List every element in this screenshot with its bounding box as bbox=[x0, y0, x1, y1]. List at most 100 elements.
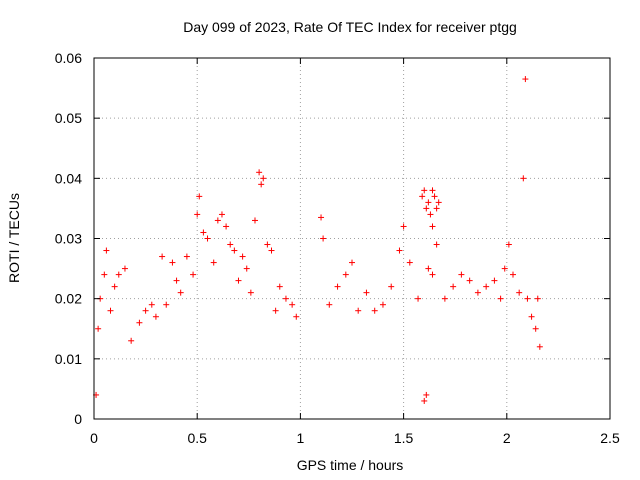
data-point bbox=[433, 241, 440, 248]
data-point bbox=[415, 295, 422, 302]
data-point bbox=[532, 325, 539, 332]
data-point bbox=[349, 259, 355, 266]
data-point bbox=[441, 295, 448, 302]
grid-lines bbox=[94, 58, 610, 419]
data-point bbox=[214, 217, 221, 224]
data-point bbox=[326, 301, 333, 308]
data-point bbox=[173, 277, 180, 284]
data-point bbox=[264, 241, 271, 248]
data-point bbox=[450, 283, 457, 290]
data-point bbox=[282, 295, 289, 302]
data-point bbox=[258, 181, 265, 188]
data-point bbox=[136, 319, 143, 326]
data-point bbox=[429, 223, 436, 230]
data-point bbox=[429, 187, 436, 194]
data-point bbox=[334, 283, 341, 290]
data-point bbox=[429, 271, 436, 278]
data-point bbox=[435, 199, 442, 206]
axis-ticks bbox=[93, 57, 611, 420]
data-point bbox=[256, 169, 263, 176]
data-point bbox=[289, 301, 296, 308]
data-point bbox=[101, 271, 108, 278]
data-point bbox=[218, 211, 225, 218]
data-point bbox=[497, 295, 504, 302]
y-tick-label: 0 bbox=[74, 411, 82, 427]
x-tick-label: 2.5 bbox=[600, 430, 620, 446]
data-point bbox=[534, 295, 541, 302]
data-point bbox=[235, 277, 242, 284]
data-point bbox=[474, 289, 481, 296]
data-point bbox=[223, 223, 230, 230]
data-point bbox=[483, 283, 490, 290]
data-point bbox=[318, 214, 325, 221]
data-point bbox=[458, 271, 465, 278]
data-point bbox=[425, 199, 432, 206]
chart-title: Day 099 of 2023, Rate Of TEC Index for r… bbox=[183, 19, 517, 35]
x-tick-label: 0 bbox=[90, 430, 98, 446]
data-point bbox=[251, 217, 258, 224]
data-point bbox=[111, 283, 118, 290]
plot-frame bbox=[93, 57, 611, 420]
data-point bbox=[379, 301, 386, 308]
data-point bbox=[423, 205, 430, 212]
data-point bbox=[200, 229, 207, 236]
data-point bbox=[115, 271, 122, 278]
data-point bbox=[190, 271, 197, 278]
y-tick-label: 0.02 bbox=[55, 291, 82, 307]
data-point bbox=[268, 247, 275, 254]
data-point bbox=[159, 253, 166, 260]
data-point bbox=[516, 289, 523, 296]
y-tick-label: 0.05 bbox=[55, 110, 82, 126]
data-point bbox=[528, 313, 535, 320]
data-point bbox=[421, 187, 428, 194]
data-points bbox=[93, 76, 543, 404]
data-point bbox=[406, 259, 413, 266]
data-point bbox=[522, 76, 529, 83]
data-point bbox=[196, 193, 203, 200]
data-point bbox=[509, 271, 516, 278]
data-point bbox=[520, 175, 527, 182]
data-point bbox=[388, 283, 395, 290]
data-point bbox=[491, 277, 498, 284]
data-point bbox=[276, 283, 283, 290]
data-point bbox=[466, 277, 473, 284]
data-point bbox=[433, 205, 440, 212]
y-tick-label: 0.06 bbox=[55, 50, 82, 66]
data-point bbox=[210, 259, 217, 266]
data-point bbox=[272, 307, 279, 314]
data-point bbox=[169, 259, 176, 266]
data-point bbox=[107, 307, 114, 314]
data-point bbox=[260, 175, 267, 182]
data-point bbox=[501, 265, 508, 272]
data-point bbox=[293, 313, 300, 320]
data-point bbox=[103, 247, 110, 254]
data-point bbox=[128, 337, 135, 344]
data-point bbox=[243, 265, 250, 272]
x-axis-label: GPS time / hours bbox=[297, 457, 404, 473]
x-tick-label: 1.5 bbox=[394, 430, 414, 446]
data-point bbox=[183, 253, 190, 260]
data-point bbox=[177, 289, 184, 296]
data-point bbox=[423, 391, 430, 398]
data-point bbox=[194, 211, 201, 218]
data-point bbox=[431, 193, 438, 200]
y-tick-label: 0.04 bbox=[55, 170, 82, 186]
x-tick-labels: 0 0.5 1 1.5 2 2.5 bbox=[90, 430, 620, 446]
data-point bbox=[371, 307, 378, 314]
data-point bbox=[355, 307, 362, 314]
data-point bbox=[421, 397, 428, 404]
x-tick-label: 2 bbox=[503, 430, 511, 446]
y-tick-label: 0.03 bbox=[55, 231, 82, 247]
data-point bbox=[320, 235, 327, 242]
data-point bbox=[121, 265, 128, 272]
data-point bbox=[227, 241, 234, 248]
data-point bbox=[396, 247, 403, 254]
y-tick-labels: 0 0.01 0.02 0.03 0.04 0.05 0.06 bbox=[55, 50, 82, 427]
x-tick-label: 0.5 bbox=[187, 430, 207, 446]
data-point bbox=[204, 235, 211, 242]
data-point bbox=[142, 307, 149, 314]
data-point bbox=[148, 301, 155, 308]
data-point bbox=[400, 223, 407, 230]
data-point bbox=[231, 247, 238, 254]
